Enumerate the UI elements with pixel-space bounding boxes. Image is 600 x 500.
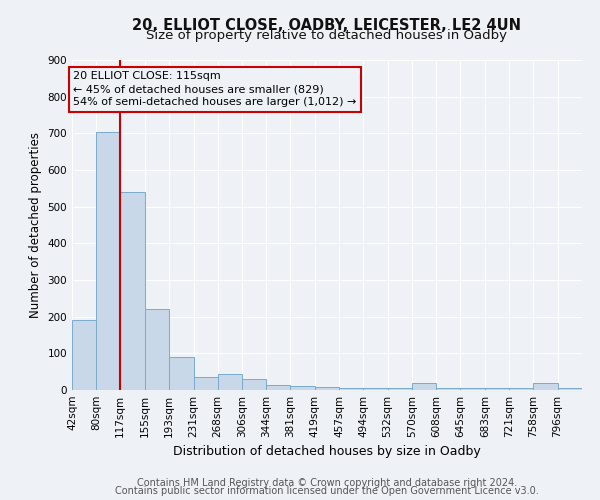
Bar: [242, 379, 266, 390]
Bar: [388, 388, 412, 390]
Bar: [266, 384, 290, 390]
Bar: [533, 384, 557, 390]
Bar: [315, 387, 339, 390]
Text: Contains HM Land Registry data © Crown copyright and database right 2024.: Contains HM Land Registry data © Crown c…: [137, 478, 517, 488]
Bar: [485, 388, 509, 390]
Bar: [509, 388, 533, 390]
Bar: [290, 386, 315, 390]
Bar: [145, 310, 169, 390]
Text: 20, ELLIOT CLOSE, OADBY, LEICESTER, LE2 4UN: 20, ELLIOT CLOSE, OADBY, LEICESTER, LE2 …: [133, 18, 521, 32]
Bar: [460, 388, 485, 390]
Bar: [194, 377, 218, 390]
Bar: [436, 388, 460, 390]
Y-axis label: Number of detached properties: Number of detached properties: [29, 132, 42, 318]
Text: Size of property relative to detached houses in Oadby: Size of property relative to detached ho…: [146, 29, 508, 42]
Bar: [363, 388, 388, 390]
Bar: [97, 132, 120, 390]
Bar: [412, 384, 436, 390]
Bar: [169, 357, 194, 390]
Text: 20 ELLIOT CLOSE: 115sqm
← 45% of detached houses are smaller (829)
54% of semi-d: 20 ELLIOT CLOSE: 115sqm ← 45% of detache…: [73, 71, 356, 108]
Bar: [557, 388, 582, 390]
Bar: [218, 374, 242, 390]
X-axis label: Distribution of detached houses by size in Oadby: Distribution of detached houses by size …: [173, 446, 481, 458]
Bar: [339, 388, 363, 390]
Text: Contains public sector information licensed under the Open Government Licence v3: Contains public sector information licen…: [115, 486, 539, 496]
Bar: [72, 320, 97, 390]
Bar: [120, 192, 145, 390]
